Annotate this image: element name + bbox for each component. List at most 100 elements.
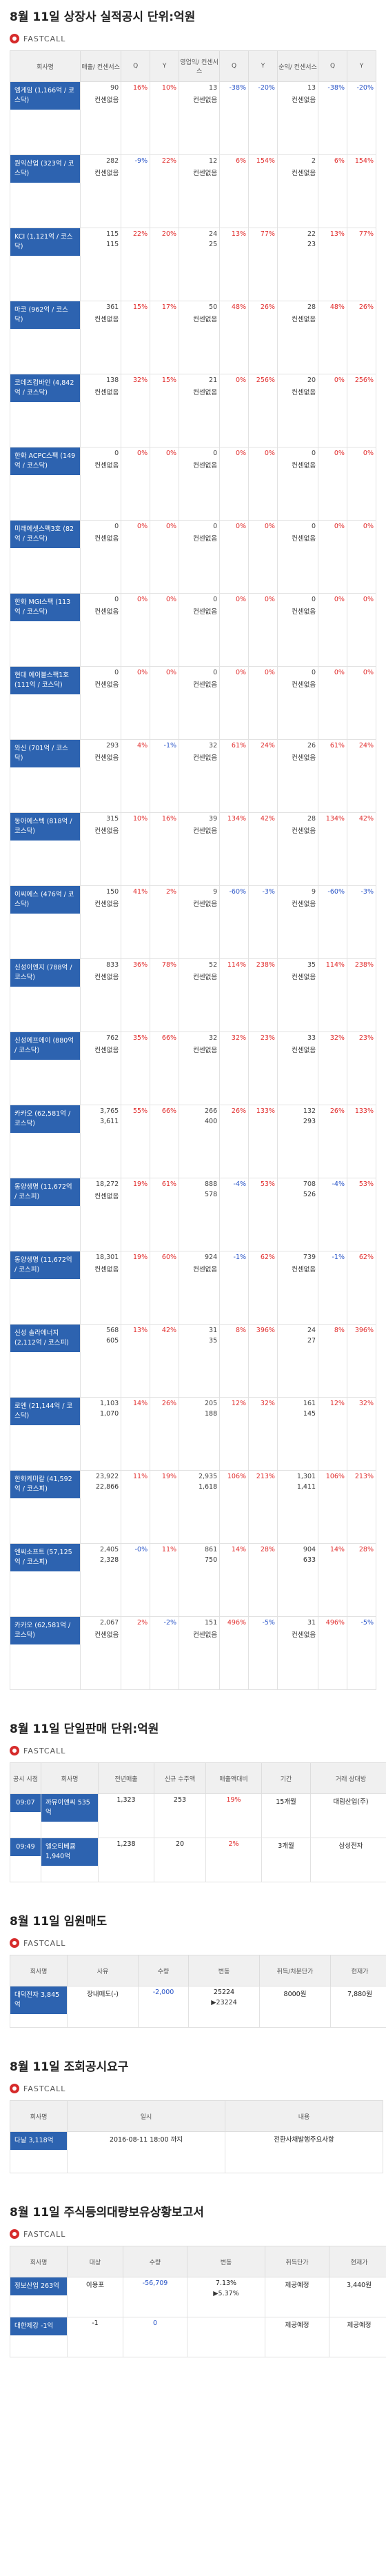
- earnings-company-cell[interactable]: 한화케미칼 (41,592억 / 코스피): [9, 1470, 81, 1544]
- company-name[interactable]: 현대 에이블스팩1호 (111억 / 코스닥): [10, 667, 81, 694]
- earnings-company-cell[interactable]: 엠게임 (1,166억 / 코스닥): [9, 81, 81, 155]
- earnings-cell: 1,103 1,070: [80, 1397, 122, 1471]
- earnings-company-cell[interactable]: 엔씨소프트 (57,125억 / 코스피): [9, 1543, 81, 1617]
- company-name[interactable]: 한화 MGI스팩 (113억 / 코스닥): [10, 594, 81, 621]
- earnings-consensus: 컨센없음: [94, 754, 119, 762]
- earnings-value: -1%: [233, 1254, 247, 1261]
- earnings-consensus: 컨센없음: [193, 900, 218, 908]
- earnings-consensus: 컨센없음: [94, 974, 119, 981]
- earnings-cell: 12%: [318, 1397, 347, 1471]
- earnings-company-cell[interactable]: 신성 솔라에너지 (2,112억 / 코스피): [9, 1324, 81, 1398]
- earnings-company-cell[interactable]: 한화 MGI스팩 (113억 / 코스닥): [9, 593, 81, 667]
- company-name[interactable]: 한화 ACPC스팩 (149억 / 코스닥): [10, 447, 81, 475]
- insider-company-cell[interactable]: 대덕전자 3,845억: [10, 1986, 68, 2028]
- earnings-value: 41%: [133, 888, 148, 896]
- earnings-company-cell[interactable]: 동양생명 (11,672억 / 코스피): [9, 1251, 81, 1325]
- earnings-value: 9: [213, 888, 218, 896]
- company-name[interactable]: 대한제강 -1억: [10, 2317, 67, 2335]
- table-row: 코데즈컴바인 (4,842억 / 코스닥) 138 컨센없음 32% 15% 2…: [9, 374, 377, 447]
- earnings-cell: 0 컨센없음: [80, 593, 122, 667]
- table-row: 다날 3,118억 2016-08-11 18:00 까지 전환사채발행주요사항: [10, 2131, 383, 2173]
- earnings-value: 26%: [161, 1400, 177, 1407]
- table-row: 동아에스텍 (818억 / 코스닥) 315 컨센없음 10% 16% 39 컨…: [9, 812, 377, 886]
- earnings-consensus: 컨센없음: [193, 608, 218, 616]
- earnings-cell: 151 컨센없음: [179, 1616, 221, 1690]
- company-name[interactable]: 카카오 (62,581억 / 코스닥): [10, 1617, 81, 1644]
- earnings-company-cell[interactable]: 마코 (962억 / 코스닥): [9, 301, 81, 374]
- earnings-value: 0: [114, 523, 119, 530]
- supply-company-cell[interactable]: 엘오티베큠 1,940억: [41, 1838, 99, 1882]
- table-row: 현대 에이블스팩1호 (111억 / 코스닥) 0 컨센없음 0% 0% 0 컨…: [9, 666, 377, 740]
- earnings-value: 888: [205, 1180, 218, 1188]
- earnings-value: 0%: [235, 669, 247, 676]
- earnings-company-cell[interactable]: 코데즈컴바인 (4,842억 / 코스닥): [9, 374, 81, 447]
- holdings-company-cell[interactable]: 정보산업 263억: [10, 2277, 68, 2317]
- fastcall-logo-icon: [10, 2229, 19, 2239]
- company-name[interactable]: 코데즈컴바인 (4,842억 / 코스닥): [10, 374, 81, 402]
- company-name[interactable]: 이씨에스 (476억 / 코스닥): [10, 886, 81, 914]
- earnings-cell: 0%: [248, 666, 278, 740]
- earnings-value: 19%: [133, 1254, 148, 1261]
- earnings-company-cell[interactable]: 카카오 (62,581억 / 코스닥): [9, 1616, 81, 1690]
- earnings-consensus: 컨센없음: [292, 170, 316, 177]
- supply-company-cell[interactable]: 까뮤이앤씨 535억: [41, 1793, 99, 1838]
- holdings-header-cell: 대상: [67, 2246, 123, 2277]
- earnings-company-cell[interactable]: 이씨에스 (476억 / 코스닥): [9, 885, 81, 959]
- earnings-company-cell[interactable]: 한화 ACPC스팩 (149억 / 코스닥): [9, 447, 81, 521]
- company-name[interactable]: 로엔 (21,144억 / 코스닥): [10, 1398, 81, 1425]
- company-name[interactable]: 정보산업 263억: [10, 2277, 67, 2295]
- company-name[interactable]: 엠게임 (1,166억 / 코스닥): [10, 82, 81, 110]
- company-name[interactable]: 원익산업 (323억 / 코스닥): [10, 155, 81, 183]
- earnings-cell: 62%: [346, 1251, 377, 1325]
- earnings-value: 256%: [256, 376, 275, 384]
- company-name[interactable]: KCI (1,121억 / 코스닥): [10, 228, 81, 256]
- company-name[interactable]: 엔씨소프트 (57,125억 / 코스피): [10, 1544, 81, 1571]
- company-name[interactable]: 까뮤이앤씨 535억: [41, 1794, 98, 1822]
- earnings-company-cell[interactable]: 와신 (701억 / 코스닥): [9, 739, 81, 813]
- earnings-company-cell[interactable]: 카카오 (62,581억 / 코스닥): [9, 1105, 81, 1178]
- earnings-company-cell[interactable]: 로엔 (21,144억 / 코스닥): [9, 1397, 81, 1471]
- earnings-cell: 0%: [219, 666, 250, 740]
- earnings-cell: 52 컨센없음: [179, 958, 221, 1032]
- holdings-company-cell[interactable]: 대한제강 -1억: [10, 2317, 68, 2357]
- earnings-value: 0%: [165, 596, 177, 603]
- company-name[interactable]: 다날 3,118억: [10, 2132, 67, 2150]
- inquiry-company-cell[interactable]: 다날 3,118억: [10, 2131, 68, 2173]
- earnings-company-cell[interactable]: KCI (1,121억 / 코스닥): [9, 228, 81, 301]
- earnings-value: 904: [303, 1546, 316, 1553]
- earnings-value: 62%: [260, 1254, 275, 1261]
- earnings-company-cell[interactable]: 신성에프에이 (880억 / 코스닥): [9, 1032, 81, 1105]
- earnings-value: 496%: [227, 1619, 247, 1627]
- company-name[interactable]: 한화케미칼 (41,592억 / 코스피): [10, 1471, 81, 1498]
- earnings-company-cell[interactable]: 원익산업 (323억 / 코스닥): [9, 154, 81, 228]
- company-name[interactable]: 카카오 (62,581억 / 코스닥): [10, 1105, 81, 1133]
- company-name[interactable]: 미래에셋스팩3호 (82억 / 코스닥): [10, 521, 81, 548]
- company-name[interactable]: 동아에스텍 (818억 / 코스닥): [10, 813, 81, 841]
- earnings-value: 266: [205, 1107, 218, 1115]
- earnings-company-cell[interactable]: 동아에스텍 (818억 / 코스닥): [9, 812, 81, 886]
- company-name[interactable]: 신성에프에이 (880억 / 코스닥): [10, 1032, 81, 1060]
- earnings-company-cell[interactable]: 동양생명 (11,672억 / 코스피): [9, 1178, 81, 1251]
- earnings-company-cell[interactable]: 신성이엔지 (788억 / 코스닥): [9, 958, 81, 1032]
- earnings-cell: 42%: [346, 812, 377, 886]
- earnings-cell: 150 컨센없음: [80, 885, 122, 959]
- company-name[interactable]: 대덕전자 3,845억: [10, 1986, 67, 2014]
- company-name[interactable]: 신성이엔지 (788억 / 코스닥): [10, 959, 81, 987]
- table-row: 한화케미칼 (41,592억 / 코스피) 23,922 22,866 11% …: [9, 1470, 377, 1544]
- company-name[interactable]: 동양생명 (11,672억 / 코스피): [10, 1178, 81, 1206]
- company-name[interactable]: 동양생명 (11,672억 / 코스피): [10, 1251, 81, 1279]
- earnings-company-cell[interactable]: 현대 에이블스팩1호 (111억 / 코스닥): [9, 666, 81, 740]
- earnings-cell: 13%: [121, 1324, 151, 1398]
- earnings-cell: 0 컨센없음: [276, 593, 319, 667]
- earnings-cell: 53%: [248, 1178, 278, 1251]
- company-name[interactable]: 마코 (962억 / 코스닥): [10, 301, 81, 329]
- earnings-company-cell[interactable]: 미래에셋스팩3호 (82억 / 코스닥): [9, 520, 81, 594]
- earnings-cell: 134%: [219, 812, 250, 886]
- company-name[interactable]: 엘오티베큠 1,940억: [41, 1838, 98, 1866]
- earnings-consensus: 400: [205, 1118, 218, 1125]
- earnings-header-cell: 순익/ 컨센서스: [276, 50, 319, 82]
- earnings-cell: 138 컨센없음: [80, 374, 122, 447]
- company-name[interactable]: 와신 (701억 / 코스닥): [10, 740, 81, 767]
- earnings-consensus: 컨센없음: [94, 535, 119, 543]
- company-name[interactable]: 신성 솔라에너지 (2,112억 / 코스피): [10, 1325, 81, 1352]
